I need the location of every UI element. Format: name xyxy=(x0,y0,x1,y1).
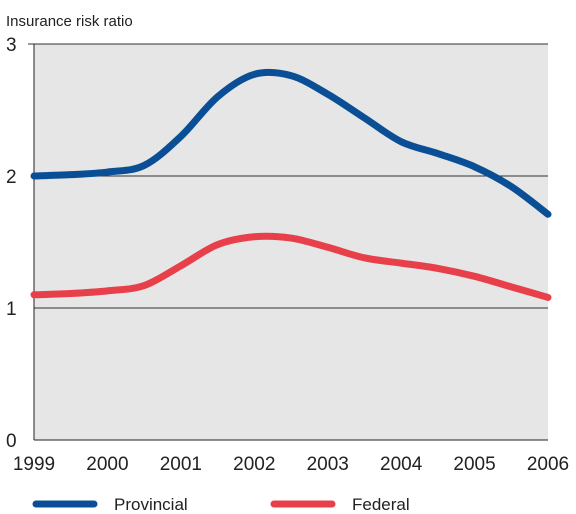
x-tick-labels: 1999 2000 2001 2002 2003 2004 2005 2006 xyxy=(13,454,569,475)
x-tick-label: 2002 xyxy=(233,454,275,475)
series-line-provincial xyxy=(30,68,552,218)
x-tick-label: 2004 xyxy=(380,454,423,475)
plot-area xyxy=(34,44,548,440)
x-tick-label: 1999 xyxy=(13,454,55,475)
x-tick-label: 2006 xyxy=(527,454,569,475)
x-tick-label: 2003 xyxy=(307,454,349,475)
x-tick-label: 2005 xyxy=(453,454,495,475)
legend: Provincial Federal xyxy=(32,495,410,514)
series-lines xyxy=(30,68,552,301)
x-tick-label: 2000 xyxy=(86,454,128,475)
y-tick-label: 3 xyxy=(6,35,17,56)
y-tick-label: 1 xyxy=(6,299,17,320)
y-tick-labels: 0 1 2 3 xyxy=(6,35,17,452)
y-axis-label: Insurance risk ratio xyxy=(6,13,133,30)
y-tick-label: 2 xyxy=(6,167,17,188)
y-tick-label: 0 xyxy=(6,431,17,452)
legend-label-federal: Federal xyxy=(352,495,410,514)
legend-label-provincial: Provincial xyxy=(114,495,188,514)
series-line-federal xyxy=(30,232,552,301)
gridlines xyxy=(28,43,548,309)
x-tick-label: 2001 xyxy=(160,454,202,475)
